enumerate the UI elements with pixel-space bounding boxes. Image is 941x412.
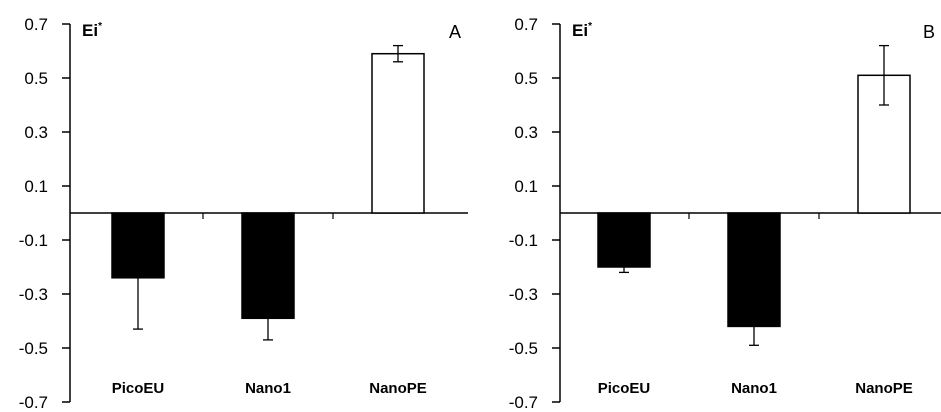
y-tick-label: 0.7 <box>514 15 538 34</box>
category-label: PicoEU <box>598 380 651 397</box>
category-label: PicoEU <box>112 380 165 397</box>
bar-nanope <box>371 52 425 214</box>
y-tick-label: 0.3 <box>24 123 48 142</box>
y-tick-label: 0.1 <box>24 177 48 196</box>
y-tick-label: 0.7 <box>24 15 48 34</box>
category-label: Nano1 <box>731 380 777 397</box>
panel-label: B <box>923 22 935 42</box>
bar-picoeu <box>597 212 651 268</box>
y-tick-label: -0.1 <box>509 231 538 250</box>
category-label: NanoPE <box>369 380 427 397</box>
y-tick-label: 0.1 <box>514 177 538 196</box>
y-tick-label: 0.3 <box>514 123 538 142</box>
category-label: Nano1 <box>245 380 291 397</box>
chart-panel-a: 0.7 0.5 0.3 0.1 -0.1 -0.3 -0.5 -0.7 PicoEU Nano1 N… <box>19 15 468 412</box>
y-tick-label: -0.7 <box>509 393 538 412</box>
y-tick-label: 0.5 <box>24 69 48 88</box>
bar-nanope <box>857 74 911 214</box>
y-tick-label: -0.7 <box>19 393 48 412</box>
y-tick-label: -0.1 <box>19 231 48 250</box>
y-tick-label: -0.3 <box>509 285 538 304</box>
category-label: NanoPE <box>855 380 913 397</box>
y-tick-label: 0.5 <box>514 69 538 88</box>
y-tick-label: -0.3 <box>19 285 48 304</box>
y-axis-label: Ei* <box>82 21 102 40</box>
y-tick-label: -0.5 <box>509 339 538 358</box>
y-axis-label: Ei* <box>572 21 592 40</box>
panel-label: A <box>449 22 461 42</box>
chart-panel-b: 0.7 0.5 0.3 0.1 -0.1 -0.3 -0.5 -0.7 PicoEU Nano1 N… <box>509 15 941 412</box>
y-tick-label: -0.5 <box>19 339 48 358</box>
